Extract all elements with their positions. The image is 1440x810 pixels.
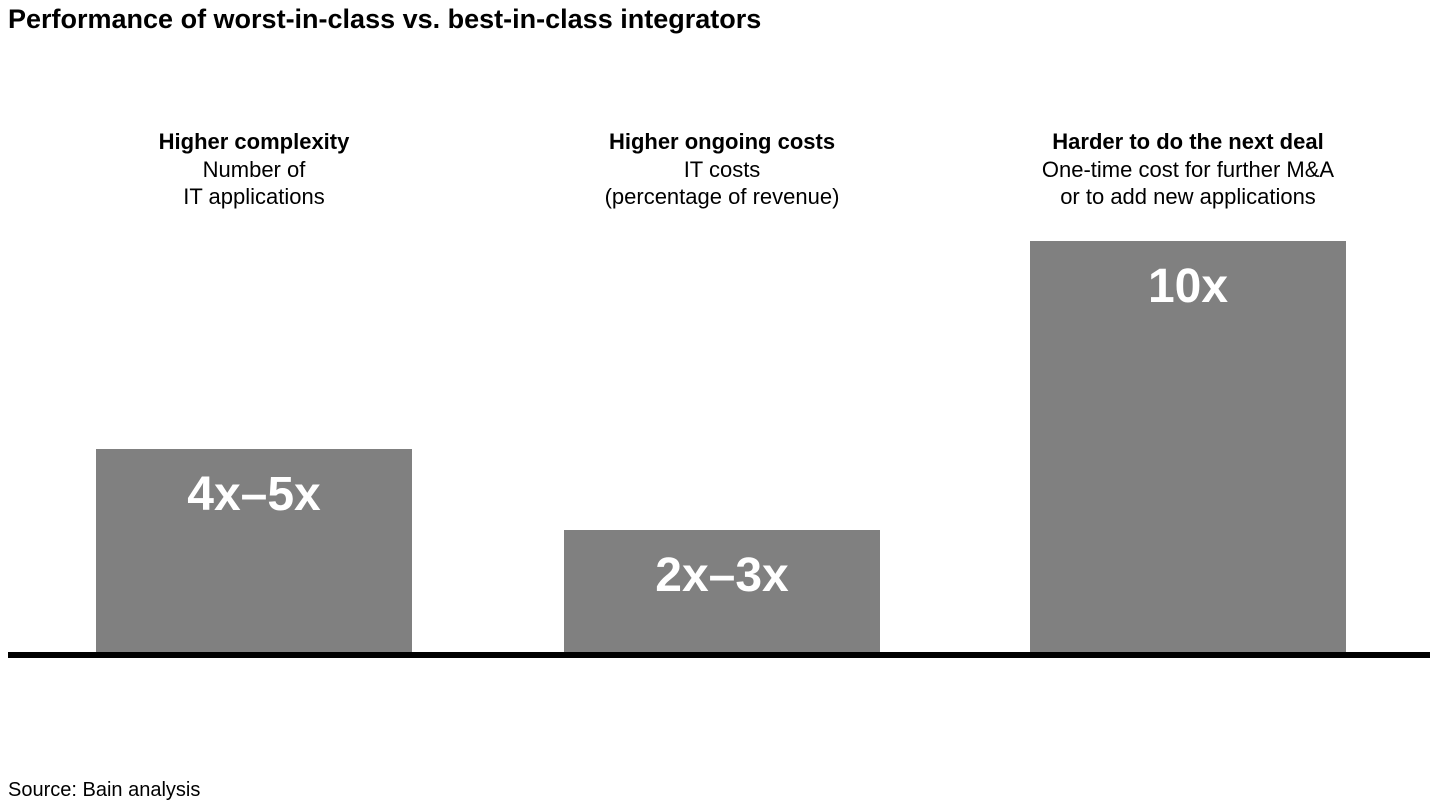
source-text: Source: Bain analysis xyxy=(8,779,200,802)
column-header-line1: IT costs xyxy=(512,156,932,184)
chart-title: Performance of worst-in-class vs. best-i… xyxy=(8,4,761,35)
bar-next-deal: 10x xyxy=(1030,241,1346,652)
bar-costs: 2x–3x xyxy=(564,530,880,652)
column-header-line2: (percentage of revenue) xyxy=(512,183,932,211)
column-header-line2: IT applications xyxy=(44,183,464,211)
column-header-bold: Harder to do the next deal xyxy=(978,128,1398,156)
bar-value-label: 4x–5x xyxy=(96,449,412,522)
bar-value-label: 2x–3x xyxy=(564,530,880,603)
column-header-bold: Higher ongoing costs xyxy=(512,128,932,156)
column-header-bold: Higher complexity xyxy=(44,128,464,156)
column-header-line2: or to add new applications xyxy=(978,183,1398,211)
column-header-line1: Number of xyxy=(44,156,464,184)
bar-complexity: 4x–5x xyxy=(96,449,412,652)
column-header-line1: One-time cost for further M&A xyxy=(978,156,1398,184)
column-header-next-deal: Harder to do the next deal One-time cost… xyxy=(978,128,1398,211)
column-header-complexity: Higher complexity Number of IT applicati… xyxy=(44,128,464,211)
column-header-costs: Higher ongoing costs IT costs (percentag… xyxy=(512,128,932,211)
bar-value-label: 10x xyxy=(1030,241,1346,314)
chart-baseline xyxy=(8,652,1430,658)
